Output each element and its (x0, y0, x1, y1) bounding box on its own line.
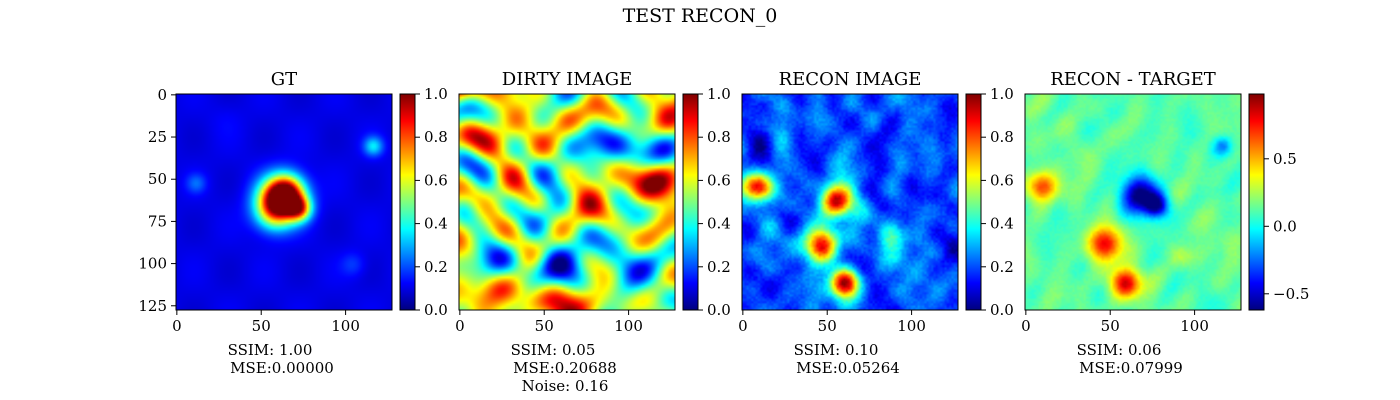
heatmap-image (176, 94, 392, 310)
metric-label: Noise: 0.16 (522, 377, 609, 395)
y-tick-label: 25 (148, 128, 167, 146)
x-tick-label: 50 (1101, 317, 1120, 335)
metric-label: MSE:0.20688 (513, 359, 617, 377)
x-tick-label: 0 (1021, 317, 1031, 335)
panel-title: RECON IMAGE (779, 69, 922, 90)
panel-title: DIRTY IMAGE (502, 69, 632, 90)
colorbar-tick-label: 0.4 (707, 215, 731, 233)
x-tick-label: 0 (738, 317, 748, 335)
colorbar-tick-label: −0.5 (1273, 285, 1309, 303)
heatmap-image (1025, 94, 1241, 310)
axes-frame (741, 93, 959, 311)
colorbar-tick-label: 1.0 (424, 85, 448, 103)
colorbar-tick-label: 0.2 (707, 258, 731, 276)
colorbar (965, 93, 982, 311)
colorbar-tick-label: 0.2 (990, 258, 1014, 276)
colorbar-tick-label: 0.0 (424, 301, 448, 319)
y-tick-label: 100 (138, 255, 167, 273)
colorbar-tick-label: 0.8 (990, 128, 1014, 146)
metric-label: SSIM: 1.00 (228, 341, 313, 359)
x-tick-label: 0 (172, 317, 182, 335)
panel-2: DIRTY IMAGE 0 50 100 0.0 0.2 0.4 0.6 0.8 1.0 SSIM:… (455, 69, 731, 395)
colorbar-tick-label: 0.0 (1273, 217, 1297, 235)
heatmap-image (459, 94, 675, 310)
colorbar-tick-label: 0.2 (424, 258, 448, 276)
colorbar (682, 93, 699, 311)
y-tick-label: 125 (138, 297, 167, 315)
panel-1: GT 0 50 100 0 25 50 75 100 125 0.0 0.2 0.4 0.6 0.8 1.0 S… (138, 69, 448, 377)
metric-label: MSE:0.07999 (1079, 359, 1183, 377)
x-tick-label: 50 (818, 317, 837, 335)
axes-frame (458, 93, 676, 311)
panel-3: RECON IMAGE 0 50 100 0.0 0.2 0.4 0.6 0.8 1.0 SSIM:… (738, 69, 1014, 377)
colorbar-tick-label: 0.4 (990, 215, 1014, 233)
panel-4: RECON - TARGET 0 50 100 −0.5 0.0 0.5 SSIM: 0.06… (1021, 69, 1309, 377)
colorbar (1248, 93, 1265, 311)
colorbar-tick-label: 0.0 (707, 301, 731, 319)
colorbar-tick-label: 0.6 (424, 171, 448, 189)
metric-label: SSIM: 0.05 (511, 341, 596, 359)
metric-label: MSE:0.00000 (230, 359, 334, 377)
colorbar-tick-label: 0.5 (1273, 150, 1297, 168)
colorbar-tick-label: 0.8 (424, 128, 448, 146)
colorbar (399, 93, 416, 311)
x-tick-label: 100 (614, 317, 643, 335)
panels-container: GT 0 50 100 0 25 50 75 100 125 0.0 0.2 0.4 0.6 0.8 1.0 S… (138, 69, 1309, 395)
colorbar-tick-label: 0.0 (990, 301, 1014, 319)
y-tick-label: 75 (148, 212, 167, 230)
x-tick-label: 100 (1180, 317, 1209, 335)
metric-label: MSE:0.05264 (796, 359, 900, 377)
x-tick-label: 50 (252, 317, 271, 335)
metric-label: SSIM: 0.10 (794, 341, 879, 359)
axes-frame (1024, 93, 1242, 311)
colorbar-tick-label: 0.4 (424, 215, 448, 233)
colorbar-tick-label: 0.6 (990, 171, 1014, 189)
figure-suptitle: TEST RECON_0 (623, 5, 778, 27)
colorbar-tick-label: 1.0 (990, 85, 1014, 103)
y-tick-label: 0 (157, 86, 167, 104)
colorbar-tick-label: 1.0 (707, 85, 731, 103)
heatmap-image (742, 94, 958, 310)
x-tick-label: 100 (331, 317, 360, 335)
x-tick-label: 100 (897, 317, 926, 335)
y-tick-label: 50 (148, 170, 167, 188)
panel-title: GT (271, 69, 297, 90)
axes-frame (175, 93, 393, 311)
colorbar-tick-label: 0.8 (707, 128, 731, 146)
x-tick-label: 50 (535, 317, 554, 335)
x-tick-label: 0 (455, 317, 465, 335)
colorbar-tick-label: 0.6 (707, 171, 731, 189)
metric-label: SSIM: 0.06 (1077, 341, 1162, 359)
panel-title: RECON - TARGET (1050, 69, 1216, 90)
